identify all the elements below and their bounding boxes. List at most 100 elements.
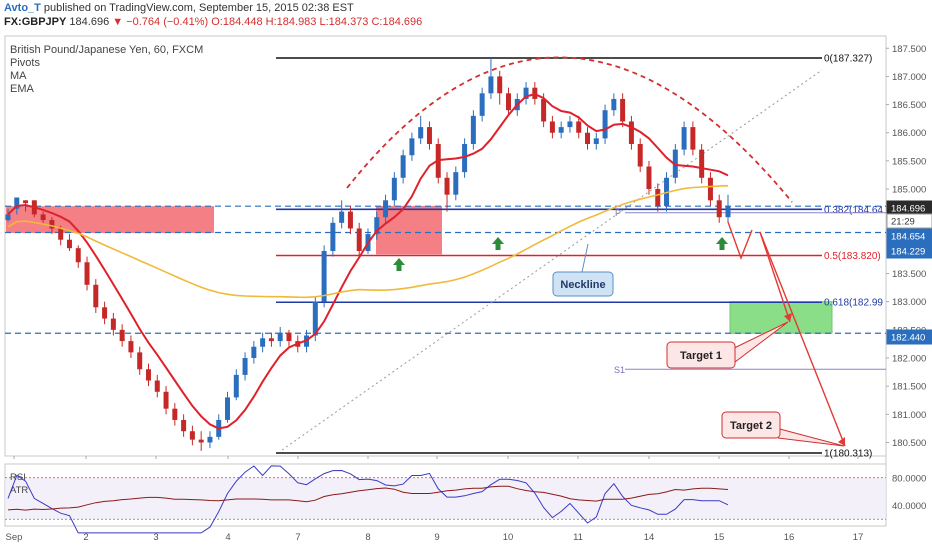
candle-body <box>655 189 661 206</box>
y-tick-label: 183.500 <box>892 269 926 280</box>
candle-body <box>225 397 231 420</box>
price-change: −0.764 (−0.41%) <box>126 16 209 28</box>
pivot-p-label: P <box>615 208 621 218</box>
candle-body <box>189 431 195 440</box>
green-up-arrow-icon <box>393 258 405 271</box>
candle-body <box>5 214 11 221</box>
x-tick-label: 15 <box>714 532 725 543</box>
candle-body <box>558 127 564 133</box>
indicator-ma[interactable]: MA <box>10 70 27 82</box>
rsi-label: RSI <box>10 472 26 483</box>
y-tick-label: 187.500 <box>892 44 926 55</box>
price-axis-badge <box>886 243 932 259</box>
candle-body <box>435 143 441 178</box>
candle-body <box>233 374 239 398</box>
candle-body <box>277 332 283 342</box>
candle-body <box>611 98 617 111</box>
price-axis-badge <box>886 213 932 229</box>
candle-body <box>216 419 222 437</box>
published-text: published on TradingView.com, September … <box>40 2 354 14</box>
candle-body <box>418 127 424 139</box>
y-tick-label: 182.500 <box>892 325 926 336</box>
y-tick-label: 186.000 <box>892 128 926 139</box>
candle-body <box>672 149 678 178</box>
candle-body <box>66 239 72 249</box>
candle-body <box>479 93 485 116</box>
fib-label: 0.5(183.820) <box>824 251 881 262</box>
y-tick-label: 186.500 <box>892 100 926 111</box>
rsi-band-fill <box>5 477 886 520</box>
last-price: 184.696 <box>69 16 110 28</box>
arrow-head-icon <box>838 437 845 446</box>
price-axis-badge <box>886 228 932 244</box>
candle-body <box>304 335 310 347</box>
fib-label: 1(180.313) <box>824 449 872 460</box>
rsi-tick-label: 40.0000 <box>892 501 926 512</box>
candle-body <box>725 205 731 218</box>
candle-body <box>585 132 591 144</box>
price-axis-badge-text: 184.696 <box>891 204 925 215</box>
symbol-line: FX:GBPJPY 184.696 ▼ −0.764 (−0.41%) O:18… <box>4 16 422 28</box>
candle-body <box>163 391 169 409</box>
candle-body <box>514 98 520 111</box>
candle-body <box>664 177 670 206</box>
projection-path <box>759 231 846 447</box>
candle-body <box>145 369 151 381</box>
candle-body <box>102 307 108 319</box>
candle-body <box>620 98 626 122</box>
fib-label: 0.382(184.64 <box>824 205 883 216</box>
x-tick-label: 8 <box>365 532 370 543</box>
y-tick-label: 184.500 <box>892 213 926 224</box>
y-tick-label: 181.500 <box>892 382 926 393</box>
candle-body <box>374 217 380 235</box>
x-tick-label: 7 <box>295 532 300 543</box>
candle-body <box>251 346 257 358</box>
candle-body <box>268 338 274 342</box>
x-tick-label: 11 <box>573 532 583 543</box>
candle-body <box>260 338 266 347</box>
neckline-label: Neckline <box>560 279 605 291</box>
candle-body <box>523 87 529 99</box>
resistance-zone-left <box>6 206 214 233</box>
target1-label: Target 1 <box>680 350 722 362</box>
x-tick-label: 3 <box>153 532 158 543</box>
close-value: C:184.696 <box>371 16 423 28</box>
y-tick-label: 182.000 <box>892 353 926 364</box>
candle-body <box>576 121 582 133</box>
candle-body <box>470 115 476 144</box>
price-axis-badge-text: 184.654 <box>891 232 925 243</box>
author-link[interactable]: Avto_T <box>4 2 41 14</box>
candle-body <box>207 436 213 443</box>
x-tick-label: 16 <box>784 532 795 543</box>
y-tick-label: 185.500 <box>892 156 926 167</box>
candle-body <box>347 211 353 229</box>
green-up-arrow-icon <box>716 237 728 250</box>
candle-body <box>286 332 292 342</box>
candle-body <box>532 87 538 99</box>
x-tick-label: 10 <box>503 532 514 543</box>
price-axis-badge <box>886 200 932 216</box>
candle-body <box>49 220 55 229</box>
trend-line <box>281 69 823 451</box>
chart-legend: British Pound/Japanese Yen, 60, FXCM Piv… <box>10 44 203 96</box>
candle-body <box>690 127 696 150</box>
symbol: FX:GBPJPY <box>4 16 67 28</box>
atr-label: ATR <box>10 485 28 496</box>
candle-body <box>628 121 634 144</box>
x-tick-label: 2 <box>83 532 88 543</box>
candle-body <box>172 408 178 420</box>
candle-body <box>14 197 20 209</box>
x-tick-label: 17 <box>853 532 864 543</box>
x-tick-label: Sep <box>6 532 23 543</box>
candle-body <box>497 76 503 94</box>
ema-line <box>7 184 729 299</box>
candle-body <box>391 177 397 201</box>
candle-body <box>716 200 722 218</box>
indicator-pivots[interactable]: Pivots <box>10 57 40 69</box>
indicator-ema[interactable]: EMA <box>10 83 34 95</box>
candle-body <box>84 262 90 285</box>
y-tick-label: 183.000 <box>892 297 926 308</box>
x-tick-label: 14 <box>644 532 655 543</box>
neckline-callout-box <box>552 271 614 297</box>
candle-body <box>295 341 301 347</box>
